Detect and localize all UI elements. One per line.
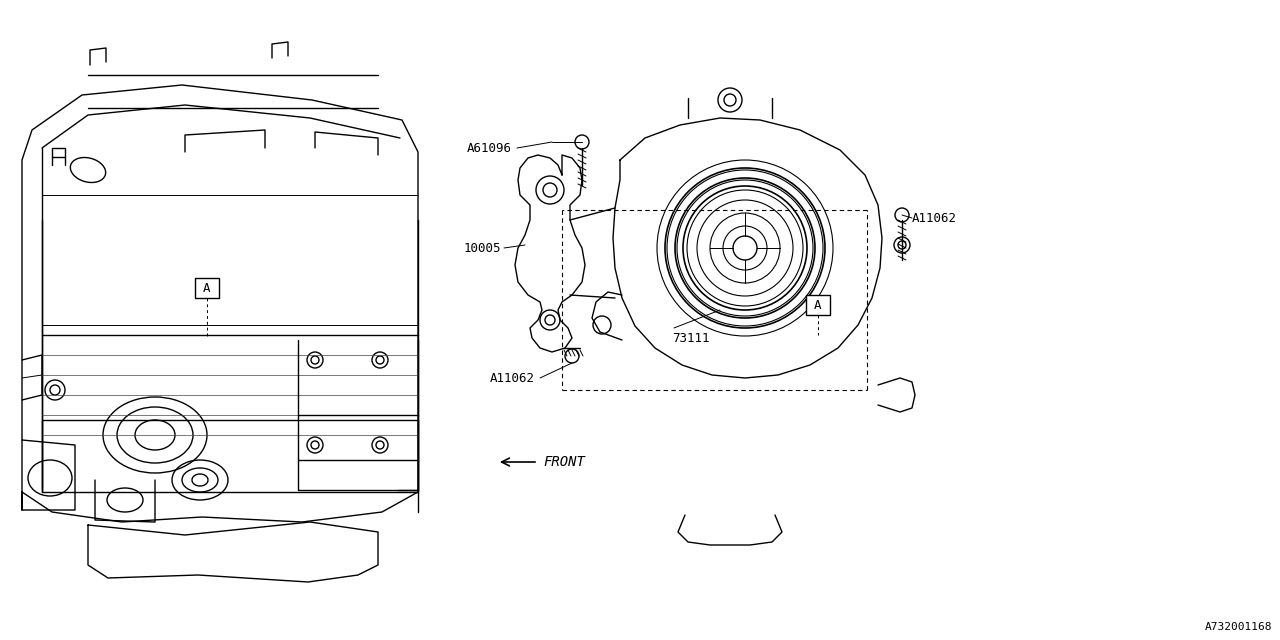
Text: A61096: A61096 — [467, 141, 512, 154]
Text: 73111: 73111 — [672, 332, 709, 344]
FancyBboxPatch shape — [195, 278, 219, 298]
Text: A: A — [814, 298, 822, 312]
FancyBboxPatch shape — [806, 295, 829, 315]
Text: A732001168: A732001168 — [1204, 622, 1272, 632]
Text: A11062: A11062 — [913, 211, 957, 225]
Text: A11062: A11062 — [490, 371, 535, 385]
Text: FRONT: FRONT — [543, 455, 585, 469]
Text: A: A — [204, 282, 211, 294]
Text: 10005: 10005 — [465, 241, 502, 255]
